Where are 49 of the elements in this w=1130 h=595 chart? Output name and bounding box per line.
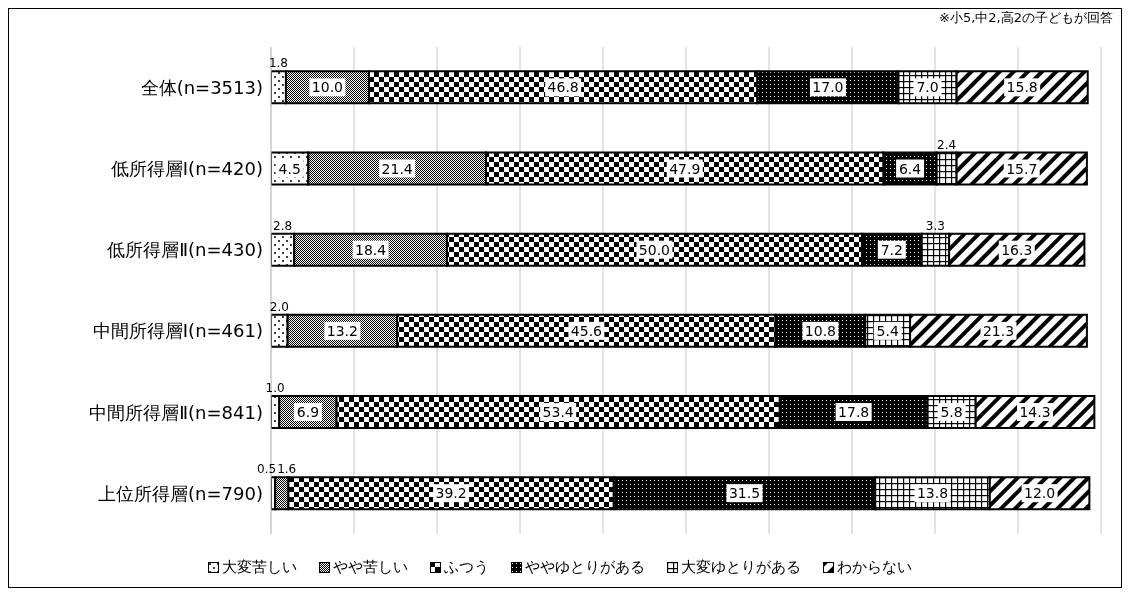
data-label: 15.8 [1006,79,1038,96]
text: ※小5,中2,高2の子どもが回答 [939,10,1113,25]
data-label: 16.3 [1001,241,1033,258]
data-label: 39.2 [435,485,467,502]
data-label: 1.8 [268,56,289,71]
data-label: 2.0 [269,299,289,314]
data-label: 7.0 [916,79,939,96]
data-label: 1.6 [277,462,297,477]
y-tick-label: 低所得層Ⅰ(n=420) [110,158,263,180]
data-label: 1.0 [265,381,285,396]
legend-label: 大変苦しい [222,558,297,577]
data-label: 4.5 [278,160,301,177]
data-label: 3.3 [925,218,945,233]
data-label: 46.8 [547,79,579,96]
data-label: 10.0 [311,79,344,96]
data-label: 15.7 [1006,160,1038,177]
legend-label: ややゆとりがある [525,558,645,577]
data-label: 21.3 [982,322,1015,339]
data-label: 0.5 [257,462,277,477]
data-label: 17.8 [838,404,870,421]
legend-label: ふつう [444,558,489,577]
data-label: 2.8 [273,218,293,233]
data-label: 13.2 [326,322,358,339]
data-label: 7.2 [880,241,903,258]
y-tick-label: 上位所得層(n=790) [98,482,263,504]
data-label: 6.9 [296,404,320,421]
legend-label: やや苦しい [333,558,408,577]
data-label: 5.8 [940,404,963,421]
legend-label: わからない [837,558,912,577]
data-label: 47.9 [669,160,701,177]
y-tick-label: 中間所得層Ⅰ(n=461) [92,320,263,342]
data-label: 6.4 [898,160,922,177]
data-label: 50.0 [638,241,671,258]
data-label: 31.5 [728,485,761,502]
data-label: 13.8 [916,485,949,502]
y-tick-label: 中間所得層Ⅱ(n=841) [89,401,263,423]
data-label: 17.0 [812,79,844,96]
data-label: 18.4 [355,241,387,258]
data-label: 12.0 [1023,485,1056,502]
data-label: 10.8 [804,322,837,339]
y-tick-label: 低所得層Ⅱ(n=430) [107,239,263,261]
data-label: 14.3 [1019,404,1051,421]
data-label: 2.4 [937,137,957,152]
data-label: 45.6 [570,322,603,339]
data-label: 5.4 [876,322,899,339]
data-label: 53.4 [542,404,574,421]
legend-label: 大変ゆとりがある [681,558,801,577]
y-tick-label: 全体(n=3513) [140,76,263,98]
data-label: 21.4 [381,160,413,177]
